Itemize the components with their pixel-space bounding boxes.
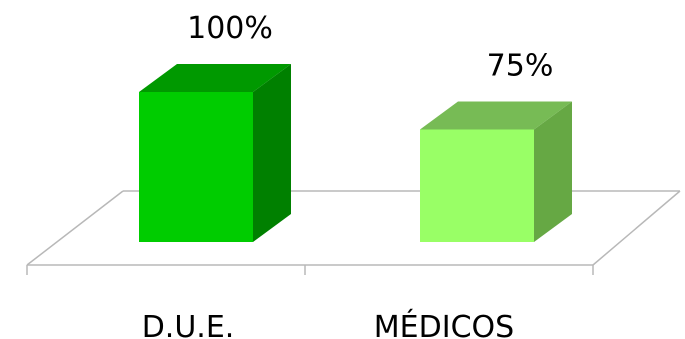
bar-1-side <box>253 64 291 242</box>
category-labels: D.U.E. MÉDICOS <box>142 309 515 339</box>
bar-series <box>139 64 572 242</box>
bar-2-top <box>420 101 572 130</box>
bar-2-front <box>420 129 534 242</box>
bar-1-top <box>139 64 291 92</box>
bar-2-side <box>534 101 572 242</box>
floor-left-edge <box>26 190 124 266</box>
bar-2 <box>420 101 572 242</box>
chart-floor <box>26 190 681 275</box>
data-label-1: 100% <box>187 11 273 46</box>
bar-1-front <box>139 92 253 242</box>
category-label-1: D.U.E. <box>142 310 235 339</box>
data-labels: 100% 75% <box>187 11 553 84</box>
floor-right-edge <box>592 190 681 266</box>
data-label-2: 75% <box>487 49 554 84</box>
bar-1 <box>139 64 291 242</box>
category-label-2: MÉDICOS <box>374 309 514 339</box>
